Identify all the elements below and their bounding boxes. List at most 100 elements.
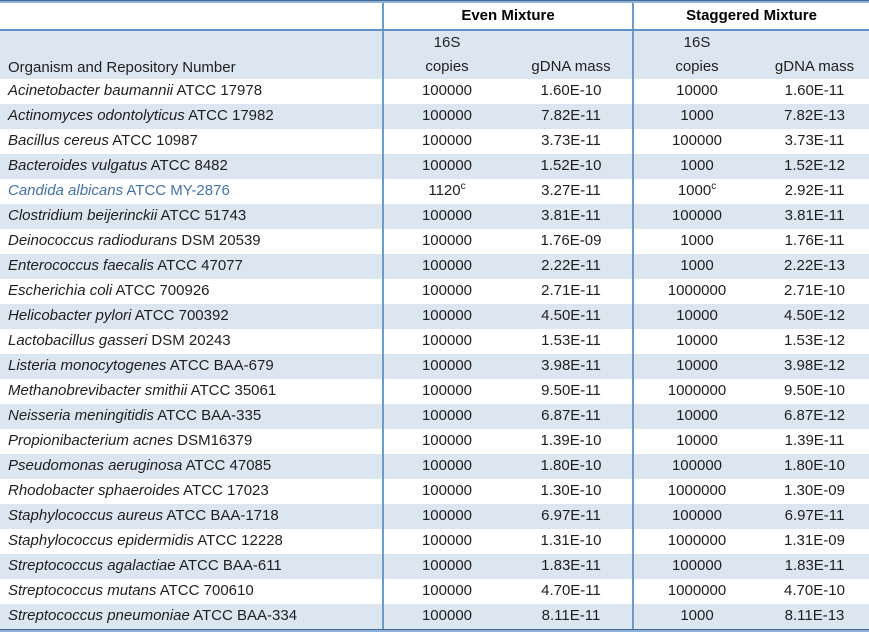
staggered-gdna-mass-cell: 1.53E-12 bbox=[760, 329, 869, 354]
even-gdna-mass-cell: 1.31E-10 bbox=[510, 529, 633, 554]
table-row: Deinococcus radiodurans DSM 20539 100000 1… bbox=[0, 229, 869, 254]
staggered-16s-copies-cell: 100000 bbox=[632, 554, 760, 579]
table-row: Helicobacter pylori ATCC 700392 100000 4.5… bbox=[0, 304, 869, 329]
table-row: Neisseria meningitidis ATCC BAA-335 10000… bbox=[0, 404, 869, 429]
organism-species: Bacteroides vulgatus bbox=[8, 157, 148, 175]
table-row: Acinetobacter baumannii ATCC 17978 100000… bbox=[0, 79, 869, 104]
staggered-16s-copies-cell: 1000000 bbox=[632, 579, 760, 604]
staggered-16s-copies-cell: 1000 bbox=[632, 604, 760, 629]
staggered-gdna-mass-cell: 7.82E-13 bbox=[760, 104, 869, 129]
even-16s-copies-cell: 100000 bbox=[382, 329, 510, 354]
table-body: Acinetobacter baumannii ATCC 17978 100000… bbox=[0, 79, 869, 629]
even-16s-copies-cell: 100000 bbox=[382, 504, 510, 529]
organism-strain: ATCC 47085 bbox=[182, 457, 272, 475]
organism-species: Helicobacter pylori bbox=[8, 307, 132, 325]
staggered-16s-copies-cell: 100000 bbox=[632, 454, 760, 479]
even-16s-copies-cell: 100000 bbox=[382, 529, 510, 554]
even-gdna-mass-cell: 4.70E-11 bbox=[510, 579, 633, 604]
table-row: Propionibacterium acnes DSM16379 100000 1.… bbox=[0, 429, 869, 454]
even-16s-copies-cell: 100000 bbox=[382, 379, 510, 404]
table-row: Staphylococcus aureus ATCC BAA-1718 10000… bbox=[0, 504, 869, 529]
even-16s-copies-cell: 100000 bbox=[382, 79, 510, 104]
organism-cell: Escherichia coli ATCC 700926 bbox=[0, 279, 383, 304]
even-gdna-mass-cell: 6.97E-11 bbox=[510, 504, 633, 529]
organism-cell: Neisseria meningitidis ATCC BAA-335 bbox=[0, 404, 383, 429]
table-bottom-border bbox=[0, 629, 869, 632]
organism-strain: ATCC 12228 bbox=[193, 532, 283, 550]
even-copies-header: copies bbox=[382, 55, 510, 79]
even-16s-copies-cell: 100000 bbox=[382, 129, 510, 154]
even-gdna-mass-cell: 8.11E-11 bbox=[510, 604, 633, 629]
organism-cell: Pseudomonas aeruginosa ATCC 47085 bbox=[0, 454, 383, 479]
staggered-16s-copies-cell: 10000 bbox=[632, 354, 760, 379]
organism-strain: DSM16379 bbox=[173, 432, 253, 450]
staggered-gdna-mass-cell: 1.52E-12 bbox=[760, 154, 869, 179]
organism-cell: Helicobacter pylori ATCC 700392 bbox=[0, 304, 383, 329]
organism-species: Bacillus cereus bbox=[8, 132, 109, 150]
even-gdna-mass-cell: 1.83E-11 bbox=[510, 554, 633, 579]
even-mixture-group-header: Even Mixture bbox=[382, 3, 633, 31]
staggered-16s-copies-cell: 1000 bbox=[632, 154, 760, 179]
staggered-16s-copies-cell: 10000 bbox=[632, 79, 760, 104]
staggered-gdna-mass-header: gDNA mass bbox=[760, 55, 869, 79]
organism-strain: ATCC 47077 bbox=[153, 257, 243, 275]
staggered-copies-header: copies bbox=[632, 55, 760, 79]
even-gdna-mass-cell: 1.60E-10 bbox=[510, 79, 633, 104]
organism-species: Clostridium beijerinckii bbox=[8, 207, 158, 225]
staggered-16s-label: 16S bbox=[632, 30, 760, 55]
organism-species: Propionibacterium acnes bbox=[8, 432, 174, 450]
organism-species: Neisseria meningitidis bbox=[8, 407, 154, 425]
even-16s-copies-cell: 1120c bbox=[382, 179, 510, 204]
staggered-16s-copies-cell: 10000 bbox=[632, 304, 760, 329]
staggered-mixture-group-header: Staggered Mixture bbox=[632, 3, 869, 31]
organism-species: Actinomyces odontolyticus bbox=[8, 107, 185, 125]
group-header-row: Even Mixture Staggered Mixture bbox=[0, 3, 869, 31]
staggered-16s-copies-cell: 1000c bbox=[632, 179, 760, 204]
table-row: Clostridium beijerinckii ATCC 51743 10000… bbox=[0, 204, 869, 229]
table-row: Rhodobacter sphaeroides ATCC 17023 100000… bbox=[0, 479, 869, 504]
organism-species: Streptococcus agalactiae bbox=[8, 557, 176, 575]
organism-header-spacer bbox=[0, 3, 383, 31]
organism-cell: Candida albicans ATCC MY-2876 bbox=[0, 179, 383, 204]
table-row: Candida albicans ATCC MY-2876 1120c 3.27E-… bbox=[0, 179, 869, 204]
organism-cell: Streptococcus mutans ATCC 700610 bbox=[0, 579, 383, 604]
organism-cell: Staphylococcus epidermidis ATCC 12228 bbox=[0, 529, 383, 554]
organism-cell: Enterococcus faecalis ATCC 47077 bbox=[0, 254, 383, 279]
even-gdna-mass-cell: 1.76E-09 bbox=[510, 229, 633, 254]
staggered-16s-copies-cell: 1000 bbox=[632, 229, 760, 254]
organism-species: Staphylococcus aureus bbox=[8, 507, 164, 525]
table-row: Listeria monocytogenes ATCC BAA-679 10000… bbox=[0, 354, 869, 379]
organism-strain: ATCC 35061 bbox=[187, 382, 277, 400]
organism-cell: Rhodobacter sphaeroides ATCC 17023 bbox=[0, 479, 383, 504]
staggered-gdna-mass-cell: 1.60E-11 bbox=[760, 79, 869, 104]
staggered-16s-copies-cell: 100000 bbox=[632, 129, 760, 154]
staggered-16s-copies-cell: 1000000 bbox=[632, 379, 760, 404]
staggered-gdna-mass-cell: 2.22E-13 bbox=[760, 254, 869, 279]
organism-strain: ATCC BAA-679 bbox=[166, 357, 274, 375]
even-gdna-mass-cell: 1.39E-10 bbox=[510, 429, 633, 454]
organism-species: Deinococcus radiodurans bbox=[8, 232, 178, 250]
table-row: Actinomyces odontolyticus ATCC 17982 1000… bbox=[0, 104, 869, 129]
organism-strain: ATCC BAA-335 bbox=[153, 407, 262, 425]
table-row: Lactobacillus gasseri DSM 20243 100000 1.5… bbox=[0, 329, 869, 354]
organism-strain: ATCC 17978 bbox=[173, 82, 263, 100]
organism-cell: Listeria monocytogenes ATCC BAA-679 bbox=[0, 354, 383, 379]
table-row: Enterococcus faecalis ATCC 47077 100000 2.… bbox=[0, 254, 869, 279]
organism-strain: ATCC MY-2876 bbox=[123, 182, 230, 200]
organism-strain: ATCC BAA-334 bbox=[189, 607, 298, 625]
even-gdna-mass-cell: 2.22E-11 bbox=[510, 254, 633, 279]
organism-strain: ATCC BAA-1718 bbox=[163, 507, 279, 525]
organism-strain: ATCC 700926 bbox=[112, 282, 210, 300]
organism-strain: ATCC BAA-611 bbox=[175, 557, 282, 575]
even-16s-copies-cell: 100000 bbox=[382, 354, 510, 379]
staggered-gdna-mass-cell: 2.71E-10 bbox=[760, 279, 869, 304]
table-row: Streptococcus agalactiae ATCC BAA-611 100… bbox=[0, 554, 869, 579]
organism-strain: ATCC 700392 bbox=[131, 307, 229, 325]
organism-cell: Bacteroides vulgatus ATCC 8482 bbox=[0, 154, 383, 179]
staggered-gdna-mass-cell: 2.92E-11 bbox=[760, 179, 869, 204]
staggered-gdna-mass-cell: 4.70E-10 bbox=[760, 579, 869, 604]
organism-cell: Methanobrevibacter smithii ATCC 35061 bbox=[0, 379, 383, 404]
staggered-gdna-mass-cell: 1.76E-11 bbox=[760, 229, 869, 254]
staggered-16s-copies-cell: 10000 bbox=[632, 329, 760, 354]
even-16s-copies-cell: 100000 bbox=[382, 229, 510, 254]
